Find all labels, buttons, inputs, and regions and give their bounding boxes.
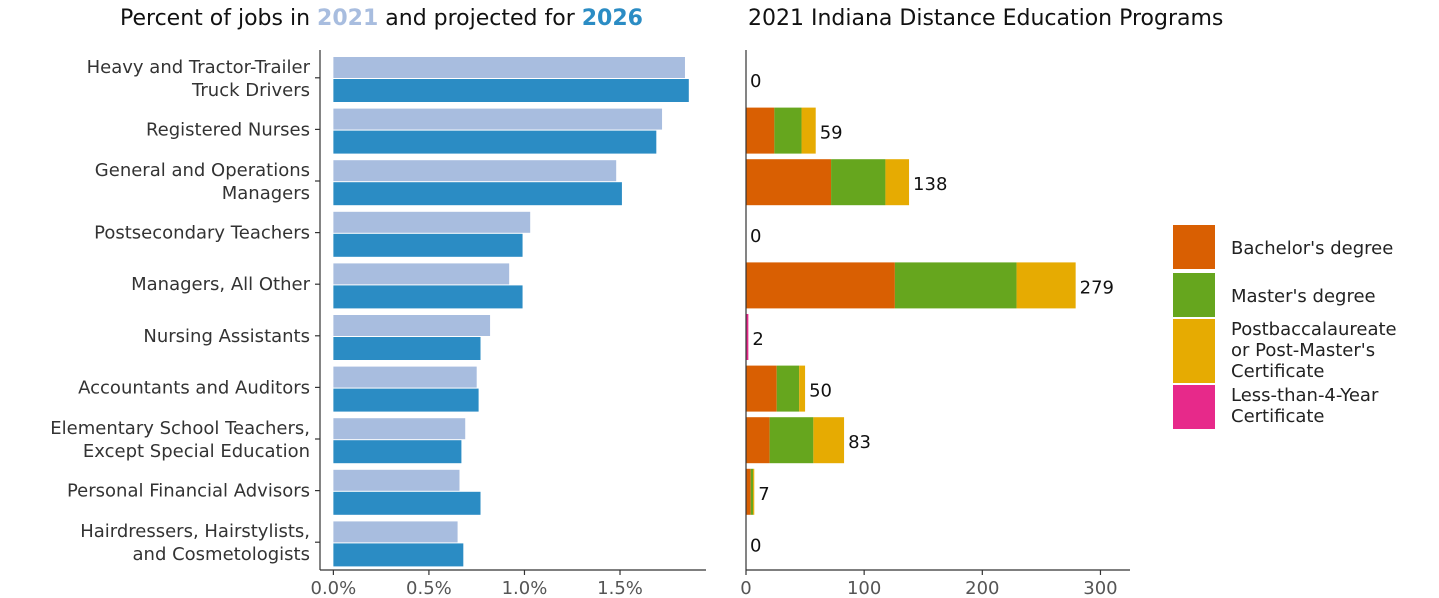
x-tick-label: 1.0%: [502, 578, 548, 598]
total-label: 2: [752, 329, 763, 350]
bar-postbacc: [885, 159, 910, 206]
legend-label: Master's degree: [1231, 286, 1376, 307]
left-title-year-2026: 2026: [581, 6, 643, 31]
bar-less-than-4yr: [746, 314, 749, 360]
left-title-prefix: Percent of jobs in: [120, 6, 311, 31]
total-label: 0: [750, 71, 761, 92]
category-label: Nursing Assistants: [143, 326, 310, 347]
bar-master: [774, 107, 802, 154]
category-label: Personal Financial Advisors: [67, 481, 310, 502]
bar-master: [776, 365, 800, 412]
bar-postbacc: [799, 365, 806, 412]
category-label: Heavy and Tractor-Trailer Truck Drivers: [87, 57, 311, 101]
bar-postbacc: [1016, 262, 1076, 309]
bar-2021: [333, 108, 663, 130]
total-label: 59: [820, 123, 843, 144]
legend-swatch: [1173, 225, 1215, 269]
legend-swatch: [1173, 319, 1215, 383]
bar-postbacc: [813, 417, 845, 464]
bar-2026: [333, 491, 481, 515]
total-label: 138: [913, 174, 947, 195]
bar-2021: [333, 521, 458, 543]
total-label: 7: [758, 484, 769, 505]
bar-2021: [333, 160, 617, 182]
bar-2026: [333, 182, 622, 206]
left-title-year-2021: 2021: [317, 6, 379, 31]
bar-2026: [333, 388, 479, 412]
legend-label: Less-than-4-Year Certificate: [1231, 385, 1379, 427]
x-tick-label: 0.0%: [311, 578, 357, 598]
category-label: Registered Nurses: [146, 119, 310, 140]
legend-swatch: [1173, 385, 1215, 429]
bar-2026: [333, 337, 481, 360]
bar-bachelor: [746, 107, 775, 154]
bar-bachelor: [746, 417, 770, 464]
bar-postbacc: [801, 107, 816, 154]
bar-postbacc: [753, 468, 755, 515]
category-label: General and Operations Managers: [95, 160, 310, 204]
bar-2021: [333, 366, 477, 388]
bar-2021: [333, 418, 466, 440]
category-label: Elementary School Teachers, Except Specia…: [50, 418, 310, 462]
bar-master: [769, 417, 814, 464]
total-label: 279: [1080, 277, 1114, 298]
legend-label: Bachelor's degree: [1231, 238, 1394, 259]
x-tick-label: 300: [1083, 578, 1117, 598]
bar-master: [894, 262, 1017, 309]
bar-bachelor: [746, 159, 832, 206]
x-tick-label: 100: [847, 578, 881, 598]
category-label: Hairdressers, Hairstylists, and Cosmetolo…: [80, 521, 310, 565]
x-tick-label: 200: [965, 578, 999, 598]
x-tick-label: 1.5%: [597, 578, 643, 598]
total-label: 50: [809, 381, 832, 402]
total-label: 0: [750, 535, 761, 556]
bar-2026: [333, 79, 689, 102]
legend-label: Postbaccalaureate or Post-Master's Certi…: [1231, 319, 1397, 382]
bar-master: [750, 468, 754, 515]
bar-2026: [333, 130, 657, 154]
category-label: Accountants and Auditors: [78, 377, 310, 398]
bar-master: [831, 159, 886, 206]
bar-2026: [333, 543, 464, 567]
left-chart-title: Percent of jobs in 2021 and projected fo…: [120, 6, 643, 31]
bar-2021: [333, 211, 531, 233]
bar-2021: [333, 469, 460, 491]
bar-bachelor: [746, 365, 777, 412]
bar-2026: [333, 440, 462, 464]
distance-education-chart: 0 59 138 0 279 2 50 83 7 0 0 100 200 300: [740, 50, 1130, 598]
bar-bachelor: [746, 468, 751, 515]
legend-swatch: [1173, 273, 1215, 317]
x-tick-label: 0.5%: [406, 578, 452, 598]
bar-2026: [333, 233, 523, 257]
jobs-percent-chart: Heavy and Tractor-Trailer Truck Drivers Re…: [50, 50, 706, 598]
bar-2021: [333, 315, 491, 336]
bar-bachelor: [746, 262, 895, 309]
category-label: Postsecondary Teachers: [94, 223, 310, 244]
right-chart-title: 2021 Indiana Distance Education Programs: [748, 6, 1224, 31]
bar-2021: [333, 57, 685, 78]
total-label: 0: [750, 226, 761, 247]
left-title-mid: and projected for: [385, 6, 575, 31]
bar-2026: [333, 285, 523, 309]
total-label: 83: [848, 432, 871, 453]
category-label: Managers, All Other: [131, 274, 310, 295]
bar-2021: [333, 263, 510, 285]
x-tick-label: 0: [740, 578, 751, 598]
